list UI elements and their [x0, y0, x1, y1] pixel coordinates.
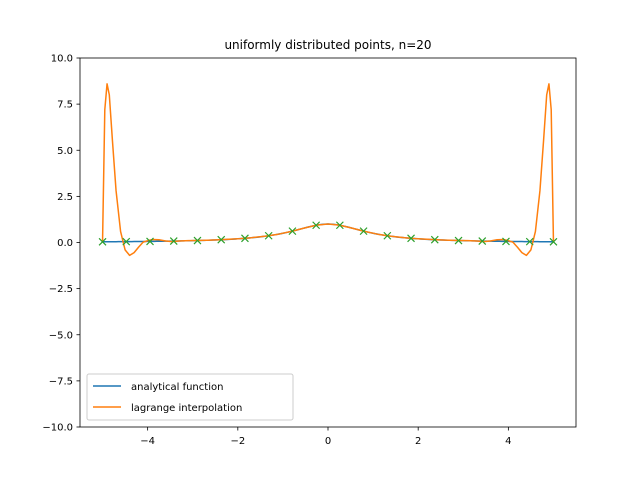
data-point-marker [383, 231, 392, 240]
data-point-marker [193, 236, 202, 245]
data-point-marker [122, 237, 131, 246]
y-tick-label: 7.5 [57, 100, 73, 111]
data-point-marker [549, 237, 558, 246]
data-point-marker [430, 235, 439, 244]
x-tick-label: 2 [415, 436, 421, 447]
data-point-marker [169, 237, 178, 245]
data-point-marker [288, 227, 297, 236]
series-layer [98, 83, 558, 257]
data-point-marker [454, 236, 463, 245]
data-point-marker [525, 237, 534, 246]
legend-box [86, 373, 294, 421]
y-tick-label: 5.0 [57, 146, 73, 157]
y-tick-label: 2.5 [57, 192, 73, 203]
y-tick-label: 10.0 [51, 54, 73, 65]
y-tick-label: −5.0 [49, 330, 73, 341]
x-tick-label: 4 [505, 436, 511, 447]
chart-title: uniformly distributed points, n=20 [224, 38, 431, 52]
data-point-marker [335, 221, 344, 230]
y-tick-label: −10.0 [42, 423, 73, 434]
data-point-marker [407, 234, 415, 243]
y-tick-label: −2.5 [49, 284, 73, 295]
y-tick-label: 0.0 [57, 238, 73, 249]
series-line-1 [101, 83, 555, 257]
data-point-marker [146, 237, 154, 246]
x-tick-label: 0 [325, 436, 331, 447]
data-point-marker [98, 237, 107, 246]
data-point-marker [217, 235, 226, 244]
x-tick-label: −2 [230, 436, 245, 447]
axes: −4 −2 0 2 4 −10.0 −7.5 −5.0 −2.5 0.0 2.5 5.0 7.5 10.0 [42, 54, 511, 447]
data-point-marker [478, 237, 487, 245]
data-point-marker [241, 234, 249, 243]
x-tick-label: −4 [140, 436, 155, 447]
data-point-marker [502, 237, 510, 246]
data-point-marker [312, 221, 321, 230]
legend: analytical function lagrange interpolati… [86, 373, 294, 421]
legend-label-analytical: analytical function [131, 382, 223, 393]
data-point-marker [359, 227, 368, 236]
y-tick-label: −7.5 [49, 376, 73, 387]
legend-label-lagrange: lagrange interpolation [131, 403, 242, 414]
plot-frame [79, 57, 577, 428]
data-point-marker [264, 231, 273, 240]
